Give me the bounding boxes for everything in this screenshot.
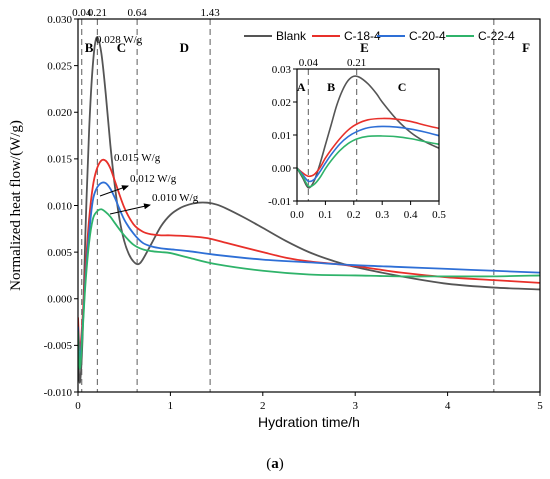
legend-label-c-20-4: C-20-4 [409,29,446,43]
peak-annotation-arrow [109,203,151,215]
main-vline-label: 0.21 [88,7,107,19]
main-x-axis-label: Hydration time/h [258,414,360,430]
legend-label-c-18-4: C-18-4 [344,29,381,43]
main-y-axis-label: Normalized heat flow/(W/g) [8,120,24,291]
inset-series-line-c-22-4 [297,135,439,188]
inset-x-tick-label: 0.4 [404,209,418,221]
inset-y-tick-label: 0.01 [272,130,291,142]
main-y-tick-label: 0.025 [47,60,72,72]
peak-annotation-label: 0.010 W/g [152,192,199,204]
inset-series-group [297,75,439,189]
inset-x-tick-label: 0.0 [290,209,304,221]
main-zone-label: C [117,40,126,55]
main-zone-label: D [180,40,189,55]
main-x-tick-label: 0 [75,400,81,412]
main-y-tick-label: 0.005 [47,247,72,259]
inset-x-tick-label: 0.2 [347,209,361,221]
inset-vline-label: 0.04 [299,57,319,69]
inset-zone-label: B [327,80,335,94]
main-series-line-c-22-4 [78,208,540,370]
figure-label: (a) [266,456,284,472]
legend-label-c-22-4: C-22-4 [478,29,515,43]
peak-annotation-label: 0.028 W/g [96,34,143,46]
peak-annotation-arrow [99,185,129,197]
main-series-group [78,36,540,384]
main-y-tick-label: 0.015 [47,154,72,166]
inset-y-tick-label: 0.00 [272,163,292,175]
inset-series-line-c-18-4 [297,117,439,178]
main-vline-label: 1.43 [201,7,221,19]
main-y-tick-label: -0.005 [44,340,73,352]
peak-annotation-label: 0.015 W/g [114,152,161,164]
main-series-line-blank [78,36,540,384]
inset-zone-label: A [297,80,306,94]
main-zone-label: B [85,40,94,55]
main-x-tick-label: 4 [445,400,451,412]
main-zone-label: F [522,40,530,55]
main-zone-label: E [360,40,369,55]
main-x-tick-label: 2 [260,400,266,412]
inset-vline-label: 0.21 [347,57,366,69]
legend-label-blank: Blank [276,29,307,43]
inset-background [297,69,439,201]
main-x-tick-label: 3 [352,400,358,412]
peak-annotation-label: 0.012 W/g [130,173,177,185]
main-y-tick-label: 0.010 [47,200,72,212]
main-y-tick-label: 0.030 [47,14,72,26]
inset-x-tick-label: 0.3 [375,209,389,221]
inset-chart: 0.0 0.1 0.2 0.3 0.4 0.5 -0.01 0.00 0.01 0.02 0.03 0… [268,57,446,221]
inset-y-tick-label: 0.02 [272,97,291,109]
main-x-tick-label: 5 [537,400,543,412]
main-vline-label: 0.64 [128,7,148,19]
main-series-line-c-20-4 [78,181,540,361]
main-y-tick-label: 0.000 [47,294,72,306]
inset-y-tick-label: -0.01 [268,196,291,208]
main-x-tick-label: 1 [168,400,174,412]
inset-x-tick-label: 0.1 [319,209,333,221]
inset-x-tick-label: 0.5 [432,209,446,221]
main-y-tick-label: 0.020 [47,107,72,119]
inset-zone-label: C [398,80,407,94]
main-vline-label: 0.04 [72,7,92,19]
main-y-tick-label: -0.010 [44,387,73,399]
inset-series-line-c-20-4 [297,125,439,183]
main-chart: 0 1 2 3 4 5 -0.010 -0.005 0.000 0.005 0.010 0.015 0.… [8,7,543,430]
inset-y-tick-label: 0.03 [272,64,292,76]
